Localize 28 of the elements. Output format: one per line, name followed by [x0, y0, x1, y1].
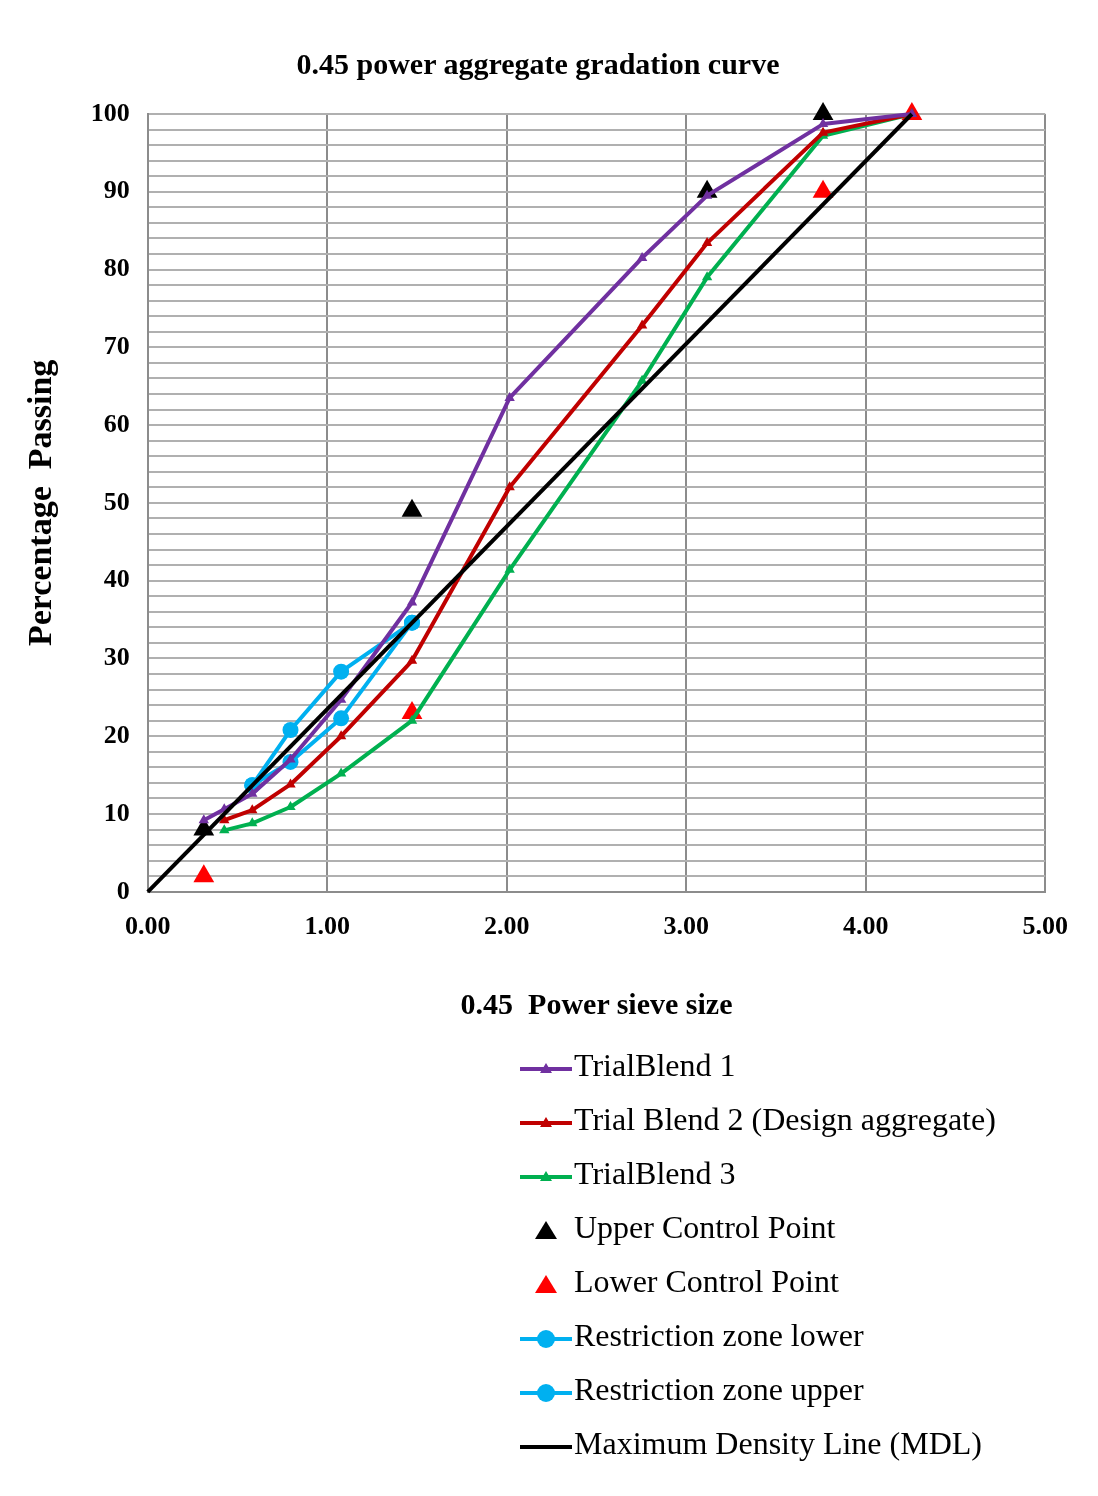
legend-label: Maximum Density Line (MDL)	[574, 1425, 982, 1461]
y-tick-label: 0	[116, 875, 130, 905]
legend-label: Trial Blend 2 (Design aggregate)	[574, 1101, 996, 1137]
y-tick-label: 40	[103, 564, 130, 594]
y-tick-label: 100	[90, 97, 130, 127]
legend-label: Lower Control Point	[574, 1263, 839, 1299]
x-axis-title: 0.45 Power sieve size	[460, 986, 733, 1020]
chart-title: 0.45 power aggregate gradation curve	[296, 46, 780, 80]
y-tick-label: 30	[103, 642, 130, 672]
legend-label: TrialBlend 1	[574, 1047, 736, 1083]
x-tick-label: 2.00	[484, 911, 530, 941]
legend-label: Restriction zone lower	[574, 1317, 864, 1353]
legend-label: TrialBlend 3	[574, 1155, 736, 1191]
y-tick-label: 80	[103, 253, 130, 283]
y-tick-label: 60	[103, 408, 130, 438]
x-tick-label: 5.00	[1022, 911, 1068, 941]
y-tick-label: 20	[103, 719, 130, 749]
x-tick-label: 0.00	[125, 911, 171, 941]
legend-label: Restriction zone upper	[574, 1371, 864, 1407]
y-tick-label: 90	[103, 175, 130, 205]
legend-label: Upper Control Point	[574, 1209, 836, 1245]
x-tick-label: 4.00	[843, 911, 889, 941]
x-tick-label: 1.00	[304, 911, 351, 941]
y-tick-label: 70	[103, 331, 130, 361]
y-axis-title: Percentage Passing	[21, 359, 59, 647]
y-tick-label: 50	[103, 486, 130, 516]
y-tick-label: 10	[103, 797, 130, 827]
x-tick-label: 3.00	[663, 911, 710, 941]
